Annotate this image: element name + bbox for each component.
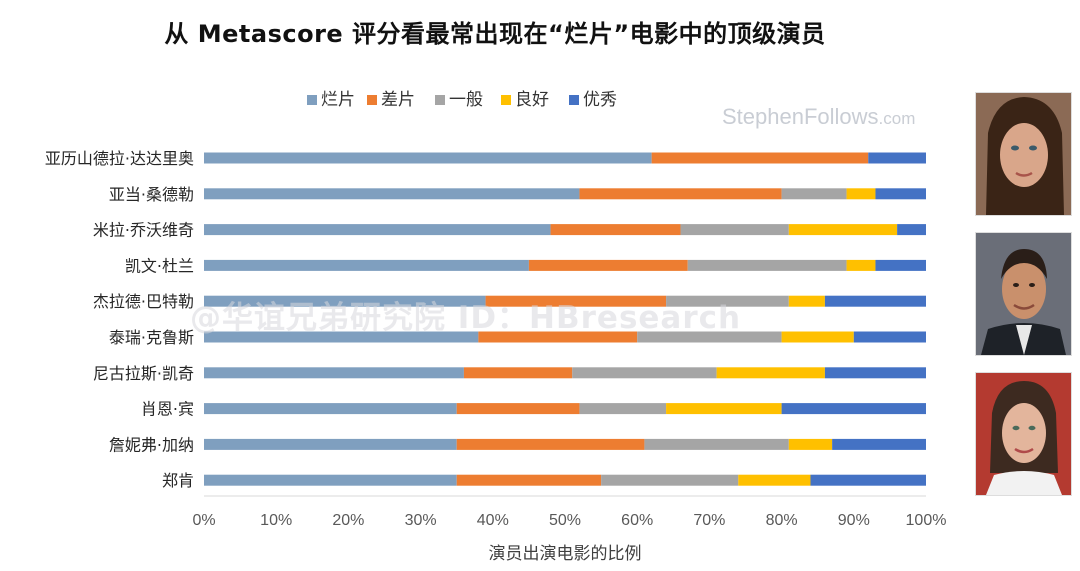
brand-watermark: StephenFollows.com <box>722 104 915 130</box>
brand-domain: .com <box>878 109 916 128</box>
bar-segment <box>204 152 652 164</box>
category-label: 杰拉德·巴特勒 <box>93 292 194 311</box>
x-tick-label: 90% <box>838 512 870 529</box>
x-tick-label: 70% <box>693 512 725 529</box>
bar-segment <box>601 474 739 486</box>
x-axis-label: 演员出演电影的比例 <box>489 544 642 564</box>
category-label: 亚历山德拉·达达里奥 <box>45 149 194 168</box>
bar-segment <box>781 188 847 200</box>
bar-segment <box>824 295 926 307</box>
legend-label: 优秀 <box>583 90 617 110</box>
bar-segment <box>204 188 580 200</box>
legend-swatch <box>501 95 511 105</box>
legend-label: 一般 <box>449 90 483 110</box>
portrait-1 <box>976 93 1071 215</box>
portrait-2 <box>976 233 1071 355</box>
x-tick-label: 10% <box>260 512 292 529</box>
legend-swatch <box>435 95 445 105</box>
category-label: 郑肯 <box>162 471 194 490</box>
female-actor-photo <box>975 92 1072 216</box>
bar-segment <box>463 367 573 379</box>
bar-segment <box>687 259 847 271</box>
bar-segment <box>528 259 688 271</box>
bar-segment <box>788 438 833 450</box>
x-tick-label: 50% <box>549 512 581 529</box>
bar-segment <box>824 367 926 379</box>
bar-segment <box>644 438 789 450</box>
category-label: 肖恩·宾 <box>141 400 194 419</box>
category-label: 米拉·乔沃维奇 <box>93 221 194 240</box>
bar-segment <box>680 224 789 236</box>
bar-segment <box>550 224 681 236</box>
bar-segment <box>485 295 667 307</box>
bar-segment <box>781 403 926 415</box>
portrait-3 <box>976 373 1071 495</box>
x-tick-label: 20% <box>332 512 364 529</box>
bar-segment <box>846 259 876 271</box>
chart-title: 从 Metascore 评分看最常出现在“烂片”电影中的顶级演员 <box>164 20 826 48</box>
x-tick-label: 30% <box>405 512 437 529</box>
bar-segment <box>832 438 926 450</box>
bar-segment <box>716 367 825 379</box>
bar-segment <box>875 259 926 271</box>
bar-segment <box>897 224 926 236</box>
bar-segment <box>204 474 457 486</box>
brand-name: StephenFollows <box>722 104 879 129</box>
bar-segment <box>666 403 782 415</box>
category-label: 尼古拉斯·凯奇 <box>93 364 194 383</box>
bar-segment <box>810 474 926 486</box>
category-label: 泰瑞·克鲁斯 <box>109 328 194 347</box>
x-tick-label: 60% <box>621 512 653 529</box>
bar-segment <box>456 474 602 486</box>
bar-segment <box>204 331 479 343</box>
bar-segment <box>204 295 486 307</box>
male-actor-photo <box>975 232 1072 356</box>
legend-label: 良好 <box>515 90 549 110</box>
bar-segment <box>651 152 869 164</box>
bar-segment <box>204 224 551 236</box>
legend-swatch <box>367 95 377 105</box>
bar-segment <box>204 403 457 415</box>
bar-segment <box>456 403 580 415</box>
bar-segment <box>666 295 789 307</box>
category-label: 凯文·杜兰 <box>125 256 194 275</box>
bar-segment <box>579 403 667 415</box>
bar-segment <box>456 438 645 450</box>
bar-segment <box>875 188 926 200</box>
bar-segment <box>738 474 811 486</box>
x-tick-label: 40% <box>477 512 509 529</box>
legend-label: 差片 <box>381 90 415 110</box>
bar-segment <box>637 331 782 343</box>
bar-segment <box>788 224 898 236</box>
bar-segment <box>204 438 457 450</box>
bar-segment <box>478 331 638 343</box>
x-tick-label: 0% <box>192 512 215 529</box>
bar-segment <box>853 331 926 343</box>
category-label: 亚当·桑德勒 <box>109 185 194 204</box>
bar-segment <box>846 188 876 200</box>
bar-segment <box>204 367 464 379</box>
x-tick-label: 100% <box>906 512 947 529</box>
bar-segment <box>572 367 717 379</box>
bar-segment <box>204 259 529 271</box>
bar-segment <box>868 152 926 164</box>
legend-label: 烂片 <box>321 90 355 110</box>
bar-segment <box>579 188 782 200</box>
legend-swatch <box>569 95 579 105</box>
bar-segment <box>788 295 825 307</box>
legend-swatch <box>307 95 317 105</box>
bar-segment <box>781 331 854 343</box>
category-label: 詹妮弗·加纳 <box>109 435 194 454</box>
female-actor-photo-2 <box>975 372 1072 496</box>
x-tick-label: 80% <box>766 512 798 529</box>
